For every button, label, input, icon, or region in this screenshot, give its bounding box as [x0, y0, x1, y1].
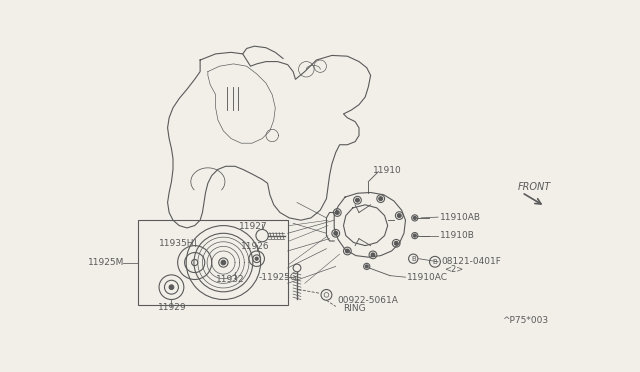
Text: B: B [411, 256, 415, 262]
Circle shape [346, 249, 349, 253]
Text: 11929: 11929 [157, 304, 186, 312]
Circle shape [365, 265, 368, 268]
Circle shape [371, 253, 375, 257]
Text: 11925M: 11925M [88, 258, 124, 267]
Circle shape [334, 231, 338, 235]
Text: 11932: 11932 [216, 275, 244, 284]
Text: 08121-0401F: 08121-0401F [441, 257, 501, 266]
Circle shape [413, 234, 417, 237]
Text: B: B [433, 259, 437, 265]
Text: FRONT: FRONT [518, 182, 551, 192]
Circle shape [413, 217, 417, 219]
Text: 11927: 11927 [239, 222, 268, 231]
Circle shape [255, 257, 259, 260]
Text: 11935H: 11935H [159, 239, 195, 248]
Circle shape [335, 211, 339, 214]
Circle shape [397, 214, 401, 218]
Bar [138, 220, 288, 305]
Circle shape [355, 198, 360, 202]
Text: 11910AC: 11910AC [407, 273, 448, 282]
Text: -11925G: -11925G [259, 273, 297, 282]
Circle shape [379, 197, 383, 201]
Text: 11910: 11910 [373, 166, 402, 174]
Text: ^P75*003: ^P75*003 [502, 316, 548, 325]
Text: 11926: 11926 [241, 242, 270, 251]
Text: 11910AB: 11910AB [440, 213, 481, 222]
Circle shape [394, 241, 398, 245]
Text: <2>: <2> [444, 265, 463, 274]
Circle shape [169, 285, 174, 289]
Text: RING: RING [344, 304, 366, 313]
Text: 11910B: 11910B [440, 231, 474, 240]
Circle shape [221, 260, 226, 265]
Text: 00922-5061A: 00922-5061A [337, 296, 398, 305]
